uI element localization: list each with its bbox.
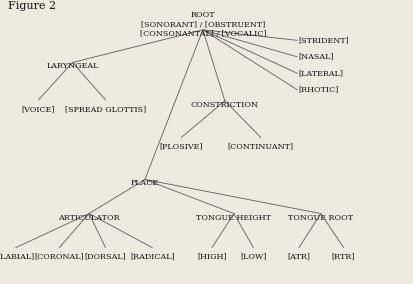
- Text: [RTR]: [RTR]: [331, 252, 354, 260]
- Text: TONGUE HEIGHT: TONGUE HEIGHT: [196, 214, 271, 222]
- Text: [PLOSIVE]: [PLOSIVE]: [159, 143, 203, 151]
- Text: LARYNGEAL: LARYNGEAL: [46, 62, 98, 70]
- Text: [LABIAL]: [LABIAL]: [0, 252, 34, 260]
- Text: [VOICE]: [VOICE]: [22, 105, 55, 113]
- Text: [STRIDENT]: [STRIDENT]: [297, 36, 348, 44]
- Text: [DORSAL]: [DORSAL]: [85, 252, 126, 260]
- Text: [RHOTIC]: [RHOTIC]: [297, 86, 338, 94]
- Text: [LOW]: [LOW]: [240, 252, 266, 260]
- Text: [CONTINUANT]: [CONTINUANT]: [227, 143, 293, 151]
- Text: ROOT
[SONORANT] / [OBSTRUENT]
[CONSONANTAL] / [VOCALIC]: ROOT [SONORANT] / [OBSTRUENT] [CONSONANT…: [139, 11, 266, 38]
- Text: [NASAL]: [NASAL]: [297, 53, 333, 61]
- Text: CONSTRICTION: CONSTRICTION: [190, 101, 258, 109]
- Text: ARTICULATOR: ARTICULATOR: [58, 214, 119, 222]
- Text: [RADICAL]: [RADICAL]: [130, 252, 174, 260]
- Text: [CORONAL]: [CORONAL]: [34, 252, 84, 260]
- Text: [LATERAL]: [LATERAL]: [297, 69, 342, 77]
- Text: TONGUE ROOT: TONGUE ROOT: [287, 214, 353, 222]
- Text: Figure 2: Figure 2: [8, 1, 56, 11]
- Text: [SPREAD GLOTTIS]: [SPREAD GLOTTIS]: [65, 105, 146, 113]
- Text: [HIGH]: [HIGH]: [197, 252, 226, 260]
- Text: PLACE: PLACE: [131, 179, 159, 187]
- Text: [ATR]: [ATR]: [287, 252, 310, 260]
